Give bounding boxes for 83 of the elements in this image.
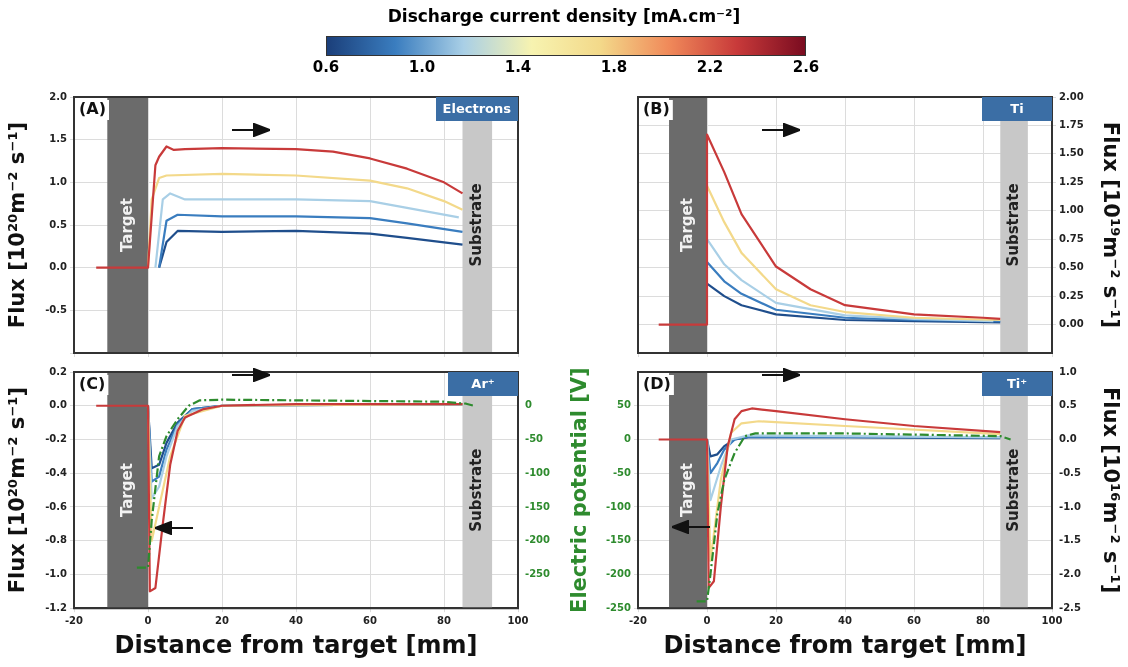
y-tick-label: 1.25 — [1059, 175, 1084, 187]
x-tick-label: 40 — [838, 614, 852, 626]
x-axis-title: Distance from target [mm] — [663, 630, 1027, 659]
y-tick-label: 1.00 — [1059, 204, 1084, 216]
color-bar-label: 2.2 — [696, 58, 724, 76]
y-tick-label: -0.2 — [45, 433, 68, 445]
band-label: Target — [677, 198, 696, 252]
species-tag: Ar⁺ — [448, 372, 518, 396]
band-label: Substrate — [467, 183, 486, 267]
annotation: (B) — [643, 99, 670, 119]
color-bar-label: 1.8 — [600, 58, 628, 76]
y-tick-label: 1.75 — [1059, 119, 1084, 131]
color-bar-label: 0.6 — [312, 58, 340, 76]
y2-tick-label: -2.0 — [1059, 568, 1081, 580]
y-tick-label: 0.0 — [49, 399, 68, 411]
y-tick-label: 0.2 — [49, 365, 68, 377]
y2-tick-label: 0 — [525, 399, 532, 411]
x-tick-label: 80 — [976, 614, 990, 626]
band-label: Substrate — [1003, 183, 1022, 267]
y-tick-label: -250 — [605, 601, 632, 613]
y-tick-label: 1.0 — [49, 175, 68, 187]
x-tick-label: 20 — [769, 614, 783, 626]
species-tag: Electrons — [435, 97, 518, 121]
x-tick-label: 0 — [703, 614, 711, 626]
y-tick-label: 0.5 — [49, 218, 68, 230]
color-bar-label: 1.0 — [408, 58, 436, 76]
y-tick-label: -200 — [605, 568, 632, 580]
y-tick-label: 2.0 — [49, 90, 68, 102]
x-tick-label: 60 — [363, 614, 377, 626]
y-tick-label: -0.6 — [45, 500, 68, 512]
y-tick-label: -0.8 — [45, 534, 68, 546]
y2-tick-label: -150 — [525, 500, 551, 512]
x-tick-label: 60 — [907, 614, 921, 626]
y-tick-label: 50 — [617, 399, 632, 411]
color-bar-title: Discharge current density [mA.cm⁻²] — [386, 6, 742, 26]
y2-tick-label: -250 — [525, 568, 551, 580]
color-bar-label: 2.6 — [792, 58, 820, 76]
y-axis-title: Flux [10²⁰m⁻² s⁻¹] — [5, 386, 30, 594]
y-tick-label: -50 — [612, 466, 632, 478]
y-tick-label: -150 — [605, 534, 632, 546]
x-tick-label: -20 — [64, 614, 84, 626]
species-tag: Ti — [982, 97, 1052, 121]
y2-tick-label: -200 — [525, 534, 551, 546]
band-label: Target — [117, 198, 136, 252]
y-tick-label: 0.50 — [1059, 261, 1084, 273]
band-label: Target — [677, 463, 696, 518]
y2-tick-label: -50 — [525, 433, 544, 445]
y-axis-title: Electric potential [V] — [567, 367, 592, 613]
y-tick-label: 1.50 — [1059, 147, 1084, 159]
annotation: (C) — [79, 374, 106, 394]
y-tick-label: 1.5 — [49, 133, 68, 145]
x-tick-label: -20 — [628, 614, 648, 626]
y-tick-label: 0 — [624, 433, 632, 445]
y2-tick-label: -2.5 — [1059, 601, 1081, 613]
x-axis-title: Distance from target [mm] — [114, 630, 478, 659]
y2-tick-label: -1.5 — [1059, 534, 1081, 546]
y-tick-label: -0.4 — [45, 466, 68, 478]
y-tick-label: 0.25 — [1059, 289, 1084, 301]
y-tick-label: 0.00 — [1059, 318, 1084, 330]
y2-tick-label: -100 — [525, 466, 551, 478]
y-tick-label: 0.75 — [1059, 232, 1084, 244]
x-tick-label: 20 — [215, 614, 229, 626]
x-tick-label: 80 — [437, 614, 451, 626]
y-tick-label: 0.0 — [49, 261, 68, 273]
y2-axis-title: Flux [10¹⁶m⁻² s⁻¹] — [1098, 386, 1123, 594]
band-label: Target — [117, 463, 136, 518]
annotation: (D) — [643, 374, 671, 394]
y-tick-label: -100 — [605, 500, 632, 512]
x-tick-label: 100 — [1041, 614, 1063, 626]
annotation: (A) — [79, 99, 107, 119]
y-tick-label: -1.0 — [45, 568, 68, 580]
x-tick-label: 0 — [144, 614, 152, 626]
y-axis-title: Flux [10¹⁹m⁻² s⁻¹] — [1098, 121, 1123, 329]
band-label: Substrate — [1003, 448, 1022, 532]
species-tag: Ti⁺ — [982, 372, 1052, 396]
y-axis-title: Flux [10²⁰m⁻² s⁻¹] — [5, 121, 30, 329]
color-bar-label: 1.4 — [504, 58, 532, 76]
y-tick-label: -1.2 — [45, 601, 68, 613]
y-tick-label: 2.00 — [1059, 90, 1084, 102]
y-tick-label: -0.5 — [45, 303, 68, 315]
x-tick-label: 40 — [289, 614, 303, 626]
x-tick-label: 100 — [507, 614, 529, 626]
band-label: Substrate — [467, 448, 486, 532]
